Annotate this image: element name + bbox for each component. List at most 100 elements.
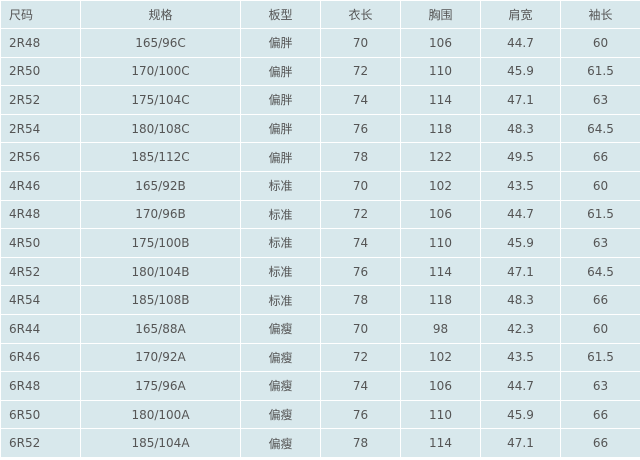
table-row: 6R50 180/100A 偏瘦 76 110 45.9 66	[0, 399, 640, 430]
cell: 78	[320, 285, 401, 315]
cell: 185/112C	[80, 142, 241, 172]
cell: 4R46	[0, 170, 81, 201]
cell: 70	[320, 313, 401, 344]
header-cell: 规格	[80, 0, 241, 29]
cell: 110	[400, 56, 481, 87]
cell: 43.5	[480, 342, 561, 373]
cell: 61.5	[560, 56, 640, 87]
cell: 42.3	[480, 313, 561, 344]
cell: 74	[320, 228, 401, 258]
cell: 175/100B	[80, 228, 241, 258]
cell: 标准	[240, 256, 321, 287]
table-row: 4R50 175/100B 标准 74 110 45.9 63	[0, 228, 640, 258]
cell: 66	[560, 142, 640, 172]
cell: 175/96A	[80, 371, 241, 401]
cell: 118	[400, 113, 481, 144]
header-cell: 胸围	[400, 0, 481, 29]
cell: 106	[400, 199, 481, 230]
cell: 74	[320, 85, 401, 115]
cell: 63	[560, 228, 640, 258]
cell: 98	[400, 313, 481, 344]
cell: 72	[320, 56, 401, 87]
cell: 偏瘦	[240, 313, 321, 344]
table-row: 6R44 165/88A 偏瘦 70 98 42.3 60	[0, 313, 640, 344]
header-cell: 肩宽	[480, 0, 561, 29]
table-row: 6R46 170/92A 偏瘦 72 102 43.5 61.5	[0, 342, 640, 373]
table-row: 6R48 175/96A 偏瘦 74 106 44.7 63	[0, 371, 640, 401]
cell: 72	[320, 199, 401, 230]
cell: 44.7	[480, 199, 561, 230]
cell: 76	[320, 256, 401, 287]
table-row: 2R52 175/104C 偏胖 74 114 47.1 63	[0, 85, 640, 115]
cell: 170/100C	[80, 56, 241, 87]
cell: 偏瘦	[240, 371, 321, 401]
cell: 标准	[240, 285, 321, 315]
cell: 70	[320, 28, 401, 58]
cell: 63	[560, 85, 640, 115]
cell: 6R44	[0, 313, 81, 344]
cell: 118	[400, 285, 481, 315]
cell: 66	[560, 428, 640, 458]
cell: 72	[320, 342, 401, 373]
cell: 64.5	[560, 113, 640, 144]
cell: 6R52	[0, 428, 81, 458]
header-cell: 尺码	[0, 0, 81, 29]
cell: 66	[560, 399, 640, 430]
cell: 标准	[240, 170, 321, 201]
cell: 66	[560, 285, 640, 315]
table-row: 2R48 165/96C 偏胖 70 106 44.7 60	[0, 28, 640, 58]
cell: 偏胖	[240, 142, 321, 172]
cell: 6R48	[0, 371, 81, 401]
cell: 102	[400, 342, 481, 373]
cell: 6R46	[0, 342, 81, 373]
cell: 2R52	[0, 85, 81, 115]
cell: 2R54	[0, 113, 81, 144]
cell: 43.5	[480, 170, 561, 201]
cell: 61.5	[560, 342, 640, 373]
cell: 60	[560, 313, 640, 344]
cell: 78	[320, 142, 401, 172]
table-row: 6R52 185/104A 偏瘦 78 114 47.1 66	[0, 428, 640, 458]
cell: 偏胖	[240, 56, 321, 87]
cell: 110	[400, 399, 481, 430]
cell: 2R48	[0, 28, 81, 58]
cell: 170/92A	[80, 342, 241, 373]
cell: 偏胖	[240, 28, 321, 58]
cell: 63	[560, 371, 640, 401]
cell: 74	[320, 371, 401, 401]
header-cell: 衣长	[320, 0, 401, 29]
cell: 61.5	[560, 199, 640, 230]
cell: 47.1	[480, 85, 561, 115]
cell: 6R50	[0, 399, 81, 430]
cell: 165/88A	[80, 313, 241, 344]
cell: 114	[400, 256, 481, 287]
cell: 165/92B	[80, 170, 241, 201]
cell: 2R56	[0, 142, 81, 172]
cell: 102	[400, 170, 481, 201]
cell: 106	[400, 28, 481, 58]
table-row: 2R50 170/100C 偏胖 72 110 45.9 61.5	[0, 56, 640, 87]
cell: 70	[320, 170, 401, 201]
cell: 49.5	[480, 142, 561, 172]
cell: 76	[320, 399, 401, 430]
cell: 偏胖	[240, 85, 321, 115]
cell: 4R50	[0, 228, 81, 258]
cell: 47.1	[480, 256, 561, 287]
cell: 106	[400, 371, 481, 401]
header-cell: 袖长	[560, 0, 640, 29]
cell: 44.7	[480, 371, 561, 401]
cell: 偏胖	[240, 113, 321, 144]
table-row: 4R46 165/92B 标准 70 102 43.5 60	[0, 170, 640, 201]
cell: 60	[560, 170, 640, 201]
cell: 45.9	[480, 399, 561, 430]
cell: 45.9	[480, 56, 561, 87]
table-row: 2R54 180/108C 偏胖 76 118 48.3 64.5	[0, 113, 640, 144]
cell: 47.1	[480, 428, 561, 458]
cell: 185/104A	[80, 428, 241, 458]
cell: 45.9	[480, 228, 561, 258]
cell: 78	[320, 428, 401, 458]
cell: 2R50	[0, 56, 81, 87]
